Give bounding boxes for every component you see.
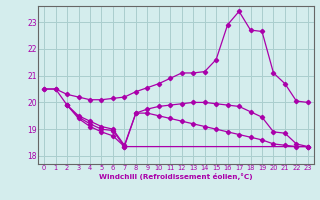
- X-axis label: Windchill (Refroidissement éolien,°C): Windchill (Refroidissement éolien,°C): [99, 173, 253, 180]
